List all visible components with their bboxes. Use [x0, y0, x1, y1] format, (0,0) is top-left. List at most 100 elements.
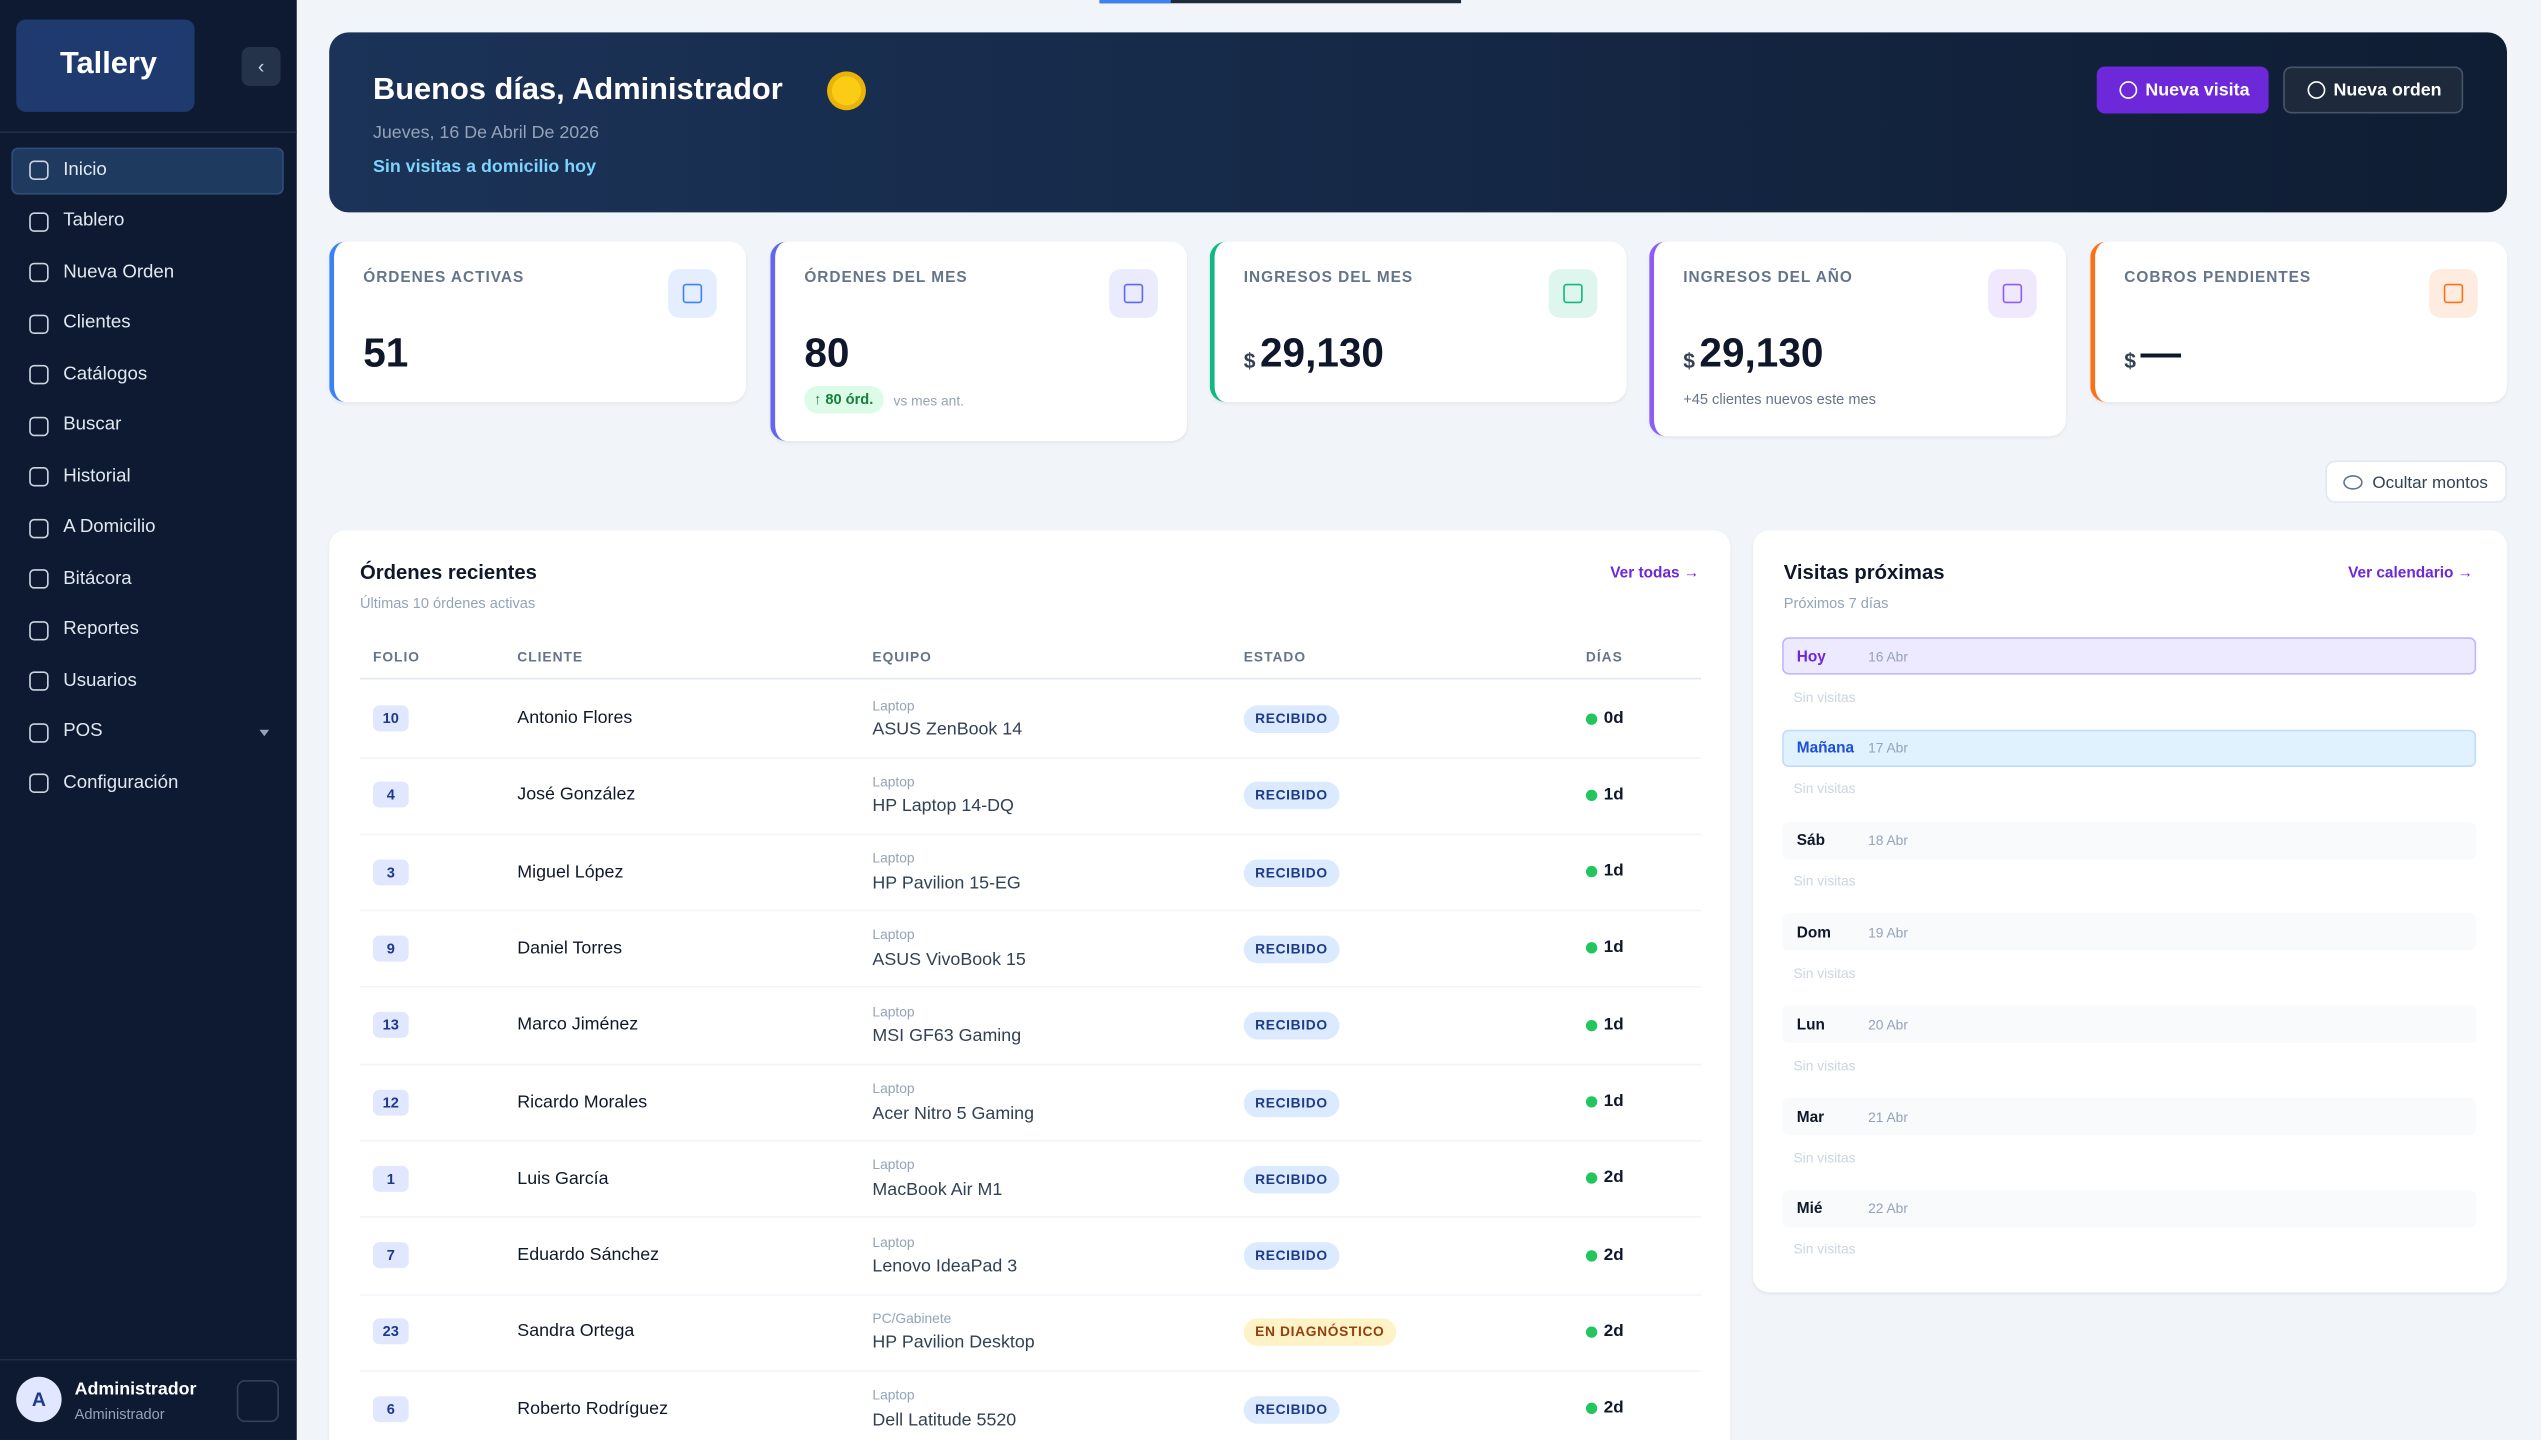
panel-title: Órdenes recientes — [359, 560, 537, 583]
status-dot — [1585, 1249, 1598, 1261]
device-model: ASUS ZenBook 14 — [872, 719, 1023, 740]
day-row: Sáb 18 Abr — [1782, 821, 2477, 859]
tab-indicator-active — [1099, 0, 1171, 4]
plus-icon — [2307, 81, 2326, 99]
nav-item[interactable]: Tablero — [63, 210, 125, 231]
logout-button[interactable] — [236, 1379, 279, 1423]
device-type: Laptop — [872, 1003, 915, 1020]
client-name: Daniel Torres — [517, 938, 623, 959]
stat-icon — [668, 269, 717, 318]
button-label[interactable]: Ocultar montos — [2372, 472, 2488, 493]
orders-panel: Órdenes recientes Últimas 10 órdenes acti… — [329, 530, 1731, 1440]
tab-indicator — [1099, 0, 1462, 4]
button-label[interactable]: Nueva visita — [2145, 80, 2250, 100]
currency: $ — [1683, 348, 1695, 373]
status-dot — [1585, 1172, 1598, 1185]
empty-note: Sin visitas — [1793, 688, 1856, 705]
row-rule — [359, 833, 1702, 835]
stat-badge: ↑ 80 órd. — [804, 385, 883, 414]
day-date: 22 Abr — [1868, 1200, 1908, 1217]
client-name: Sandra Ortega — [517, 1322, 635, 1342]
nav-icon — [29, 415, 49, 436]
device-type: Laptop — [872, 1156, 915, 1173]
panel-link[interactable]: Ver todas → — [1610, 563, 1700, 582]
currency: $ — [1243, 348, 1256, 373]
row-rule — [359, 909, 1702, 912]
panel-link[interactable]: Ver calendario → — [2348, 563, 2474, 582]
days: 1d — [1603, 937, 1624, 958]
device-type: Laptop — [872, 696, 915, 713]
column-header: EQUIPO — [872, 647, 932, 665]
stat-icon-glyph — [1123, 283, 1144, 304]
day-date: 17 Abr — [1868, 739, 1908, 757]
nav-item[interactable]: Inicio — [63, 159, 107, 180]
device-model: HP Laptop 14-DQ — [872, 796, 1014, 817]
nav-icon — [29, 773, 49, 793]
nav-icon — [29, 671, 49, 691]
device-model: MacBook Air M1 — [872, 1180, 1003, 1200]
folio-badge: 23 — [372, 1318, 409, 1345]
row-rule — [359, 1293, 1702, 1295]
folio-badge: 4 — [372, 782, 409, 809]
status-badge: RECIBIDO — [1243, 1242, 1340, 1270]
days: 1d — [1603, 1091, 1624, 1111]
divider — [0, 131, 297, 133]
status-badge: RECIBIDO — [1243, 1395, 1340, 1424]
device-type: Laptop — [872, 1386, 915, 1403]
client-name: Marco Jiménez — [517, 1015, 639, 1035]
stat-note: +45 clientes nuevos este mes — [1683, 390, 1876, 408]
days: 1d — [1603, 784, 1624, 804]
button-label[interactable]: Nueva orden — [2333, 80, 2442, 100]
nav-item[interactable]: A Domicilio — [63, 517, 156, 537]
client-name: Miguel López — [517, 862, 624, 882]
nav-item[interactable]: Historial — [63, 466, 131, 486]
days: 1d — [1603, 1014, 1624, 1035]
column-header: FOLIO — [372, 647, 420, 665]
status-badge: RECIBIDO — [1243, 935, 1340, 964]
nav-item[interactable]: POS — [63, 721, 103, 742]
greeting: Buenos días, Administrador — [372, 72, 783, 108]
new-visit-button[interactable]: Nueva visita — [2096, 66, 2269, 114]
nav-icon — [29, 569, 49, 589]
device-model: Acer Nitro 5 Gaming — [872, 1103, 1035, 1123]
new-order-button[interactable]: Nueva orden — [2283, 66, 2464, 114]
folio-badge: 13 — [372, 1012, 409, 1039]
device-type: Laptop — [872, 1079, 915, 1097]
nav-item[interactable]: Configuración — [63, 772, 179, 793]
nav-icon — [29, 211, 49, 232]
collapse-button[interactable]: ‹ — [241, 47, 281, 86]
nav-item[interactable]: Usuarios — [63, 670, 137, 690]
nav-item[interactable]: Bitácora — [63, 568, 132, 588]
stat-icon-glyph — [2443, 283, 2464, 304]
column-header: CLIENTE — [517, 647, 584, 665]
day-name: Mar — [1796, 1108, 1825, 1127]
client-name: Antonio Flores — [517, 708, 633, 729]
device-type: PC/Gabinete — [872, 1310, 952, 1327]
stat-label: COBROS PENDIENTES — [2124, 268, 2312, 287]
nav-item[interactable]: Clientes — [63, 312, 131, 333]
device-model: Lenovo IdeaPad 3 — [872, 1256, 1018, 1277]
stat-card: INGRESOS DEL MES $29,130 — [1209, 241, 1627, 403]
nav-item[interactable]: Catálogos — [63, 364, 148, 384]
folio-badge: 12 — [372, 1088, 409, 1115]
row-rule — [359, 1370, 1702, 1372]
nav-item[interactable]: Reportes — [63, 619, 139, 639]
nav-icon — [29, 160, 49, 180]
stat-value: 80 — [804, 330, 850, 377]
currency: $ — [2124, 348, 2137, 373]
welcome-banner: Buenos días, Administrador Jueves, 16 De … — [329, 32, 2507, 213]
user-role: Administrador — [74, 1405, 165, 1423]
stat-icon-glyph — [1563, 283, 1583, 304]
folio-badge: 3 — [372, 858, 409, 885]
nav-item[interactable]: Buscar — [63, 415, 122, 435]
nav-icon — [29, 467, 49, 487]
logo: Tallery — [59, 47, 158, 82]
day-row: Lun 20 Abr — [1782, 1005, 2477, 1043]
status-badge: RECIBIDO — [1243, 1165, 1340, 1194]
nav-item[interactable]: Nueva Orden — [63, 261, 175, 282]
column-header: DÍAS — [1585, 647, 1623, 665]
stat-icon — [1988, 269, 2037, 318]
panel-title: Visitas próximas — [1783, 560, 1945, 583]
hide-amounts-button[interactable]: Ocultar montos — [2325, 460, 2507, 503]
